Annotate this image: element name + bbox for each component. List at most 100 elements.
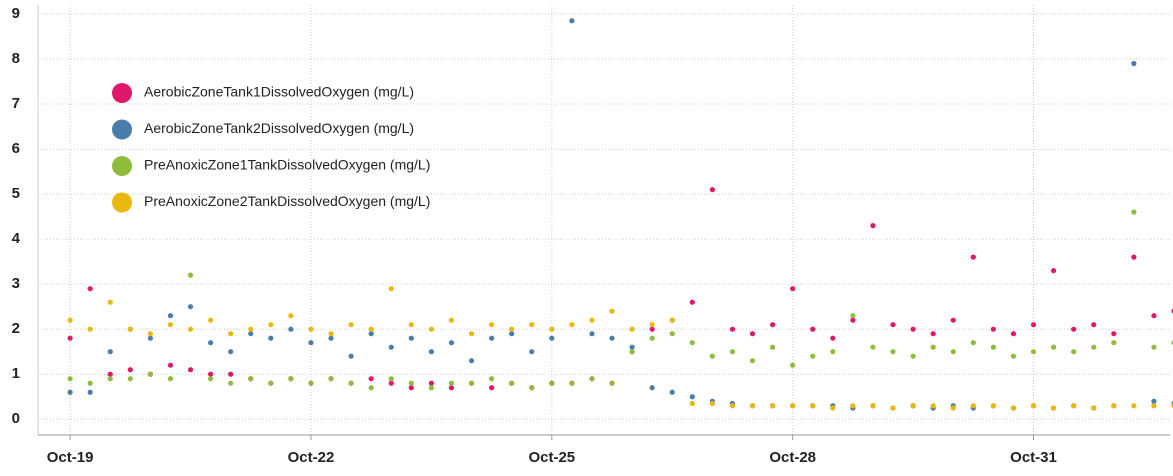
data-point <box>529 385 535 391</box>
data-point <box>810 353 816 359</box>
data-point <box>850 313 856 319</box>
data-point <box>850 403 856 409</box>
data-point <box>87 380 93 386</box>
data-point <box>589 376 595 382</box>
data-point <box>127 376 133 382</box>
data-point <box>147 371 153 377</box>
data-point <box>890 405 896 411</box>
data-point <box>509 380 515 386</box>
data-point <box>870 403 876 409</box>
legend-marker <box>112 156 132 176</box>
data-point <box>910 353 916 359</box>
data-point <box>709 353 715 359</box>
data-point <box>769 344 776 350</box>
data-point <box>187 304 194 310</box>
data-point <box>990 403 996 409</box>
data-point <box>689 394 695 400</box>
data-point <box>468 331 475 337</box>
data-point <box>990 326 996 332</box>
data-point <box>489 385 495 391</box>
data-point <box>1111 340 1117 346</box>
data-point <box>1151 313 1157 319</box>
data-point <box>970 254 976 260</box>
data-point <box>107 299 113 305</box>
data-point <box>689 299 695 305</box>
data-point <box>67 389 73 395</box>
data-point <box>910 403 916 409</box>
data-point <box>208 317 214 323</box>
data-point <box>147 335 153 341</box>
data-point <box>368 376 374 382</box>
data-point <box>187 326 194 332</box>
data-point <box>810 326 816 332</box>
data-point <box>348 322 354 328</box>
data-point <box>208 371 214 377</box>
data-point <box>749 331 756 337</box>
legend-label: PreAnoxicZone2TankDissolvedOxygen (mg/L) <box>144 193 430 209</box>
data-point <box>228 349 234 355</box>
legend-label: PreAnoxicZone1TankDissolvedOxygen (mg/L) <box>144 157 430 173</box>
data-point <box>248 331 254 337</box>
data-point <box>348 353 354 359</box>
data-point <box>87 326 93 332</box>
data-point <box>930 331 936 337</box>
data-point <box>368 326 374 332</box>
data-point <box>629 344 635 350</box>
data-point <box>388 376 394 382</box>
data-point <box>1151 344 1157 350</box>
data-point <box>268 335 274 341</box>
data-point <box>629 326 635 332</box>
data-point <box>187 272 194 278</box>
data-point <box>1111 403 1117 409</box>
data-point <box>589 317 595 323</box>
data-point <box>850 317 856 323</box>
data-point <box>167 322 174 328</box>
data-point <box>428 349 434 355</box>
data-point <box>689 340 695 346</box>
x-tick-label: Oct-19 <box>47 449 94 466</box>
data-point <box>709 187 715 193</box>
data-point <box>830 405 836 411</box>
data-point <box>1151 403 1157 409</box>
data-point <box>749 358 756 364</box>
data-point <box>428 385 434 391</box>
data-point <box>830 349 836 355</box>
data-point <box>328 335 334 341</box>
data-point <box>1050 405 1057 411</box>
data-point <box>107 349 113 355</box>
data-point <box>649 335 655 341</box>
data-point <box>930 403 936 409</box>
data-point <box>67 317 73 323</box>
data-point <box>609 308 615 314</box>
data-point <box>448 380 455 386</box>
data-point <box>167 376 174 382</box>
data-point <box>448 340 455 346</box>
data-point <box>970 340 976 346</box>
data-point <box>388 344 394 350</box>
data-point <box>910 326 916 332</box>
data-point <box>107 371 113 377</box>
y-tick-label: 9 <box>12 5 20 22</box>
x-tick-label: Oct-31 <box>1010 449 1057 466</box>
data-point <box>448 317 455 323</box>
data-point <box>749 403 756 409</box>
data-point <box>669 389 675 395</box>
data-point <box>1071 403 1077 409</box>
data-point <box>1151 398 1157 404</box>
data-point <box>268 380 274 386</box>
data-point <box>729 403 736 409</box>
data-point <box>589 331 595 337</box>
data-point <box>147 331 153 337</box>
data-point <box>950 349 956 355</box>
data-point <box>208 376 214 382</box>
data-point <box>328 376 334 382</box>
data-point <box>810 403 816 409</box>
data-point <box>1030 322 1037 328</box>
data-point <box>87 389 93 395</box>
data-point <box>107 376 113 382</box>
y-tick-label: 1 <box>12 365 20 382</box>
data-point <box>408 322 414 328</box>
data-point <box>308 326 314 332</box>
data-point <box>1010 405 1017 411</box>
data-point <box>228 380 234 386</box>
